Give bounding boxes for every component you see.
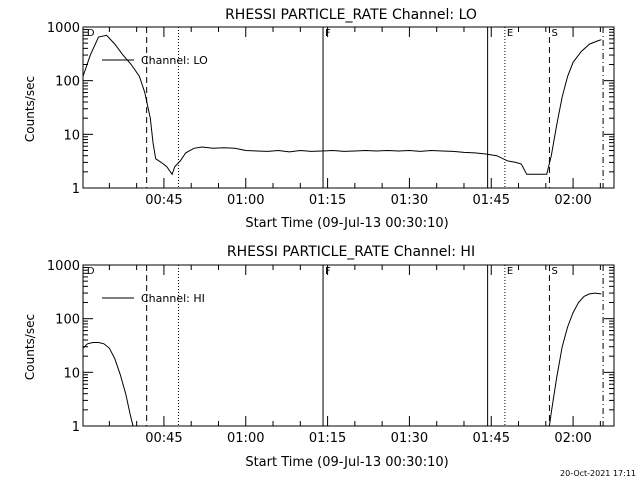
event-marker-label: F bbox=[325, 28, 331, 39]
footer-timestamp: 20-Oct-2021 17:11 bbox=[560, 469, 636, 478]
event-marker-label: D bbox=[87, 28, 95, 39]
x-tick-label: 01:30 bbox=[391, 431, 428, 446]
y-tick-label: 10 bbox=[63, 128, 80, 143]
legend-label: Channel: LO bbox=[141, 54, 208, 67]
event-marker-label: F bbox=[325, 266, 331, 277]
x-tick-label: 01:00 bbox=[227, 431, 264, 446]
y-tick-label: 1 bbox=[72, 420, 80, 435]
x-tick-label: 00:45 bbox=[145, 193, 182, 208]
y-tick-label: 1000 bbox=[47, 21, 80, 36]
chart-title: RHESSI PARTICLE_RATE Channel: HI bbox=[227, 244, 475, 260]
event-marker-label: S bbox=[551, 28, 557, 39]
x-tick-label: 02:00 bbox=[554, 193, 591, 208]
event-marker-label: E bbox=[507, 28, 513, 39]
y-tick-label: 10 bbox=[63, 366, 80, 381]
x-tick-label: 01:45 bbox=[473, 193, 510, 208]
plot-frame bbox=[82, 26, 615, 189]
x-axis-label: Start Time (09-Jul-13 00:30:10) bbox=[245, 216, 448, 231]
y-tick-label: 100 bbox=[55, 75, 80, 90]
series-line bbox=[82, 34, 602, 176]
series-line bbox=[548, 292, 602, 427]
plot-frame bbox=[82, 264, 615, 427]
x-tick-label: 01:15 bbox=[309, 193, 346, 208]
x-tick-label: 01:15 bbox=[309, 431, 346, 446]
x-tick-label: 01:45 bbox=[473, 431, 510, 446]
x-tick-label: 01:30 bbox=[391, 193, 428, 208]
y-axis-label: Counts/sec bbox=[23, 314, 37, 380]
legend-label: Channel: HI bbox=[141, 292, 205, 305]
x-axis-label: Start Time (09-Jul-13 00:30:10) bbox=[245, 455, 448, 470]
event-marker-label: S bbox=[551, 266, 557, 277]
x-tick-label: 01:00 bbox=[227, 193, 264, 208]
y-axis-label: Counts/sec bbox=[23, 76, 37, 142]
chart-panel-lo: RHESSI PARTICLE_RATE Channel: LO Counts/… bbox=[23, 7, 615, 231]
x-tick-label: 00:45 bbox=[145, 431, 182, 446]
chart-title: RHESSI PARTICLE_RATE Channel: LO bbox=[225, 7, 477, 23]
chart-panel-hi: RHESSI PARTICLE_RATE Channel: HI Counts/… bbox=[23, 244, 615, 470]
y-tick-label: 100 bbox=[55, 313, 80, 328]
event-marker-label: E bbox=[507, 266, 513, 277]
y-tick-label: 1000 bbox=[47, 259, 80, 274]
series-line bbox=[82, 342, 134, 427]
event-marker-label: D bbox=[87, 266, 95, 277]
x-tick-label: 02:00 bbox=[554, 431, 591, 446]
y-tick-label: 1 bbox=[72, 182, 80, 197]
